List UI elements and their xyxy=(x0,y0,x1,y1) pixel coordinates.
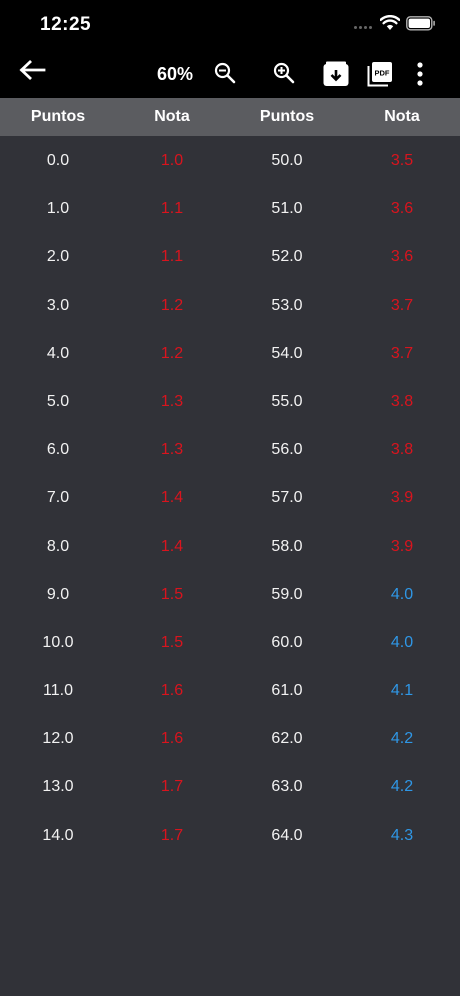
table-header: Puntos Nota Puntos Nota xyxy=(0,98,460,136)
cell-nota-right: 3.7 xyxy=(390,344,414,362)
cell-puntos-right: 60.0 xyxy=(271,633,303,651)
cell-puntos-right: 50.0 xyxy=(271,152,303,169)
cell-puntos-right: 61.0 xyxy=(271,682,303,700)
cell-puntos-left: 2.0 xyxy=(46,248,70,266)
cell-nota-left: 1.6 xyxy=(160,730,184,748)
cell-puntos-left: 10.0 xyxy=(42,633,74,651)
cell-puntos-right: 64.0 xyxy=(271,826,303,844)
cell-puntos-right: 55.0 xyxy=(271,392,303,410)
zoom-in-icon[interactable] xyxy=(272,61,296,85)
cell-nota-right: 3.6 xyxy=(390,248,414,266)
cell-nota-left: 1.7 xyxy=(160,778,184,796)
cell-puntos-right: 59.0 xyxy=(271,585,303,603)
cell-nota-right: 4.1 xyxy=(390,682,414,700)
cellular-signal-icon xyxy=(354,26,376,31)
cell-nota-right: 3.9 xyxy=(390,537,414,555)
table-row: 6.0 1.3 56.0 3.8 xyxy=(0,425,460,473)
header-nota-2: Nota xyxy=(384,108,420,125)
cell-puntos-left: 14.0 xyxy=(42,826,74,844)
battery-icon xyxy=(406,16,435,31)
cell-nota-right: 4.3 xyxy=(390,826,414,844)
cell-nota-right: 4.2 xyxy=(390,730,414,748)
table-row: 4.0 1.2 54.0 3.7 xyxy=(0,329,460,377)
cell-nota-left: 1.3 xyxy=(160,392,184,410)
cell-nota-right: 4.0 xyxy=(390,585,414,603)
download-icon[interactable] xyxy=(323,61,349,87)
cell-nota-left: 1.6 xyxy=(160,682,184,700)
cell-puntos-right: 62.0 xyxy=(271,730,303,748)
pdf-icon[interactable]: PDF xyxy=(367,61,393,87)
grade-table: 0.0 1.0 50.0 3.5 1.0 1.1 51.0 3.6 2.0 1.1 52.0 3.6 3… xyxy=(0,136,460,859)
table-row: 13.0 1.7 63.0 4.2 xyxy=(0,762,460,810)
header-nota-1: Nota xyxy=(154,108,190,125)
cell-puntos-left: 8.0 xyxy=(46,537,70,555)
table-row: 11.0 1.6 61.0 4.1 xyxy=(0,666,460,714)
cell-nota-left: 1.4 xyxy=(160,489,184,507)
table-row: 3.0 1.2 53.0 3.7 xyxy=(0,281,460,329)
cell-nota-left: 1.7 xyxy=(160,826,184,844)
table-row: 2.0 1.1 52.0 3.6 xyxy=(0,232,460,280)
table-row: 9.0 1.5 59.0 4.0 xyxy=(0,570,460,618)
cell-nota-left: 1.1 xyxy=(160,200,184,218)
cell-puntos-right: 63.0 xyxy=(271,778,303,796)
table-row: 12.0 1.6 62.0 4.2 xyxy=(0,714,460,762)
zoom-out-icon[interactable] xyxy=(213,61,237,85)
cell-puntos-right: 53.0 xyxy=(271,296,303,314)
status-time: 12:25 xyxy=(40,14,92,35)
cell-puntos-right: 57.0 xyxy=(271,489,303,507)
cell-puntos-right: 56.0 xyxy=(271,441,303,459)
wifi-icon xyxy=(380,15,400,30)
cell-nota-right: 3.8 xyxy=(390,392,414,410)
cell-puntos-left: 6.0 xyxy=(46,441,70,459)
cell-nota-right: 4.2 xyxy=(390,778,414,796)
table-row: 5.0 1.3 55.0 3.8 xyxy=(0,377,460,425)
cell-nota-right: 3.7 xyxy=(390,296,414,314)
cell-puntos-right: 52.0 xyxy=(271,248,303,266)
zoom-level: 60% xyxy=(157,64,194,84)
cell-nota-left: 1.0 xyxy=(160,152,184,169)
cell-puntos-left: 0.0 xyxy=(46,152,70,169)
cell-puntos-left: 7.0 xyxy=(46,489,70,507)
cell-nota-right: 3.9 xyxy=(390,489,414,507)
cell-puntos-left: 4.0 xyxy=(46,344,70,362)
cell-puntos-left: 3.0 xyxy=(46,296,70,314)
cell-nota-right: 3.5 xyxy=(390,152,414,169)
cell-puntos-left: 5.0 xyxy=(46,392,70,410)
cell-puntos-right: 51.0 xyxy=(271,200,303,218)
status-bar: 12:25 xyxy=(0,0,460,50)
cell-puntos-left: 12.0 xyxy=(42,730,74,748)
table-row: 8.0 1.4 58.0 3.9 xyxy=(0,522,460,570)
cell-puntos-left: 9.0 xyxy=(46,585,70,603)
table-row: 0.0 1.0 50.0 3.5 xyxy=(0,136,460,184)
toolbar: 60% PDF xyxy=(0,50,460,98)
cell-nota-left: 1.2 xyxy=(160,296,184,314)
cell-nota-left: 1.3 xyxy=(160,441,184,459)
back-arrow-icon[interactable] xyxy=(18,59,46,81)
cell-puntos-left: 11.0 xyxy=(43,682,73,700)
svg-text:PDF: PDF xyxy=(375,69,390,78)
cell-puntos-right: 54.0 xyxy=(271,344,303,362)
header-puntos-1: Puntos xyxy=(30,108,86,125)
cell-nota-left: 1.5 xyxy=(160,633,184,651)
cell-nota-left: 1.1 xyxy=(160,248,184,266)
cell-puntos-right: 58.0 xyxy=(271,537,303,555)
cell-nota-left: 1.5 xyxy=(160,585,184,603)
cell-puntos-left: 13.0 xyxy=(42,778,74,796)
more-vertical-icon[interactable] xyxy=(410,61,430,87)
cell-nota-right: 3.6 xyxy=(390,200,414,218)
cell-puntos-left: 1.0 xyxy=(46,200,70,218)
cell-nota-left: 1.4 xyxy=(160,537,184,555)
cell-nota-right: 4.0 xyxy=(390,633,414,651)
header-puntos-2: Puntos xyxy=(259,108,315,125)
table-row: 7.0 1.4 57.0 3.9 xyxy=(0,473,460,521)
table-row: 14.0 1.7 64.0 4.3 xyxy=(0,811,460,859)
table-row: 1.0 1.1 51.0 3.6 xyxy=(0,184,460,232)
cell-nota-left: 1.2 xyxy=(160,344,184,362)
cell-nota-right: 3.8 xyxy=(390,441,414,459)
table-row: 10.0 1.5 60.0 4.0 xyxy=(0,618,460,666)
